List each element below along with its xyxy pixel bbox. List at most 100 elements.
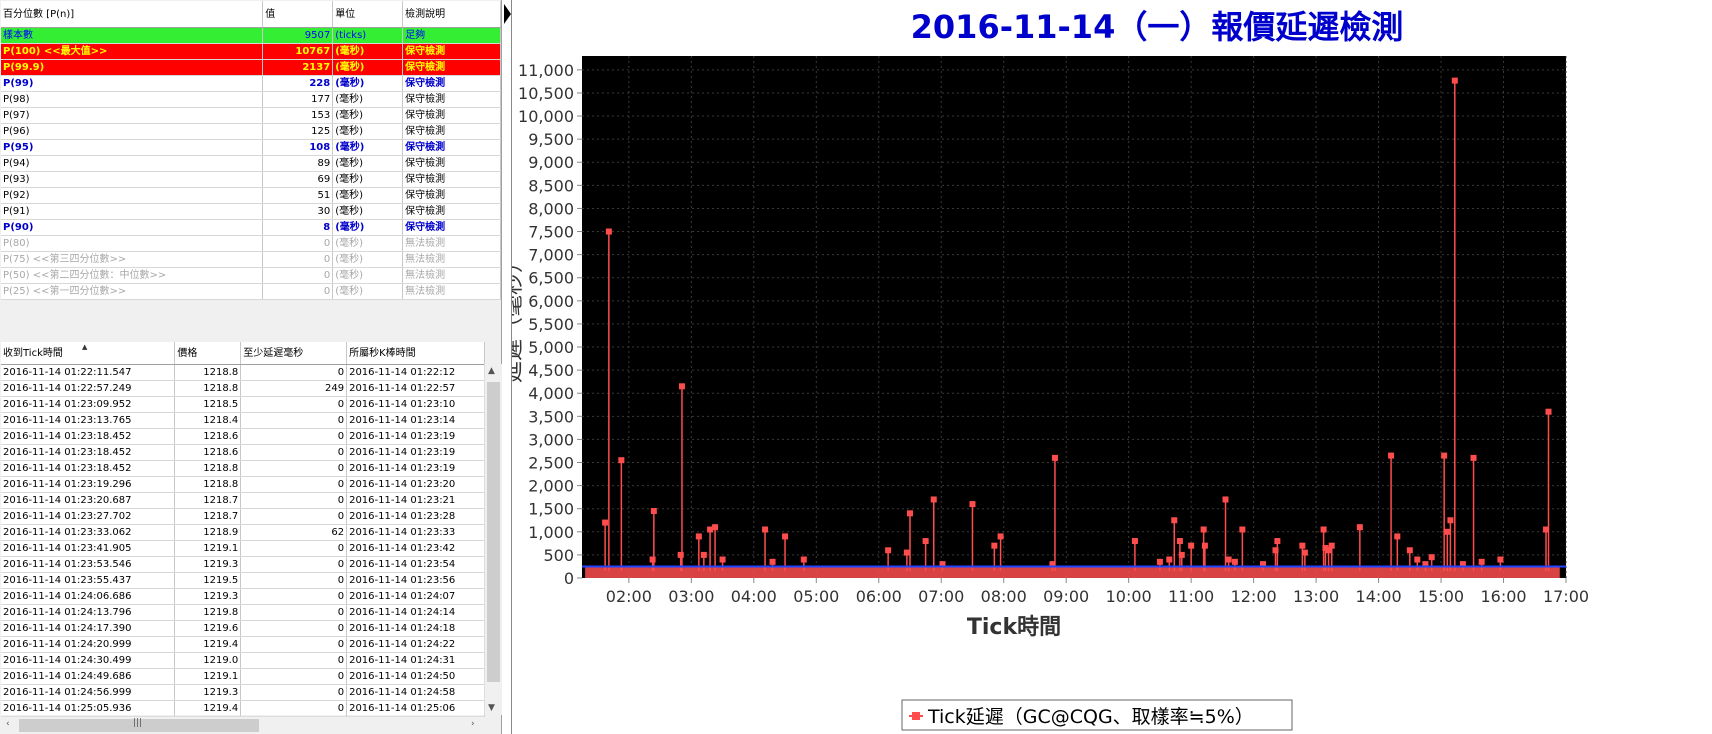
price-cell: 1218.4 — [174, 412, 242, 429]
data-point — [1322, 544, 1329, 551]
delay-cell: 0 — [240, 700, 348, 717]
table-row[interactable]: 2016-11-14 01:23:09.952 1218.5 0 2016-11-14… — [1, 396, 485, 413]
vertical-scrollbar[interactable]: ▲ ▼ — [484, 364, 502, 715]
delay-cell: 0 — [240, 636, 348, 653]
note-header[interactable]: 檢測說明 — [402, 1, 501, 28]
percentile-label: P(90) — [1, 219, 264, 236]
data-point — [1320, 526, 1327, 533]
percentile-note: 保守檢測 — [402, 171, 501, 188]
price-header[interactable]: 價格 — [174, 342, 242, 365]
scroll-left-icon[interactable]: ‹ — [6, 719, 10, 729]
tick-time-header[interactable]: 收到Tick時間 — [1, 342, 176, 365]
table-row[interactable]: 2016-11-14 01:23:20.687 1218.7 0 2016-11-14… — [1, 492, 485, 509]
percentile-note: 無法檢測 — [402, 251, 501, 268]
y-tick-label: 3,500 — [528, 407, 574, 426]
delay-cell: 0 — [240, 460, 348, 477]
table-row[interactable]: 2016-11-14 01:23:18.452 1218.8 0 2016-11-14… — [1, 460, 485, 477]
delay-cell: 0 — [240, 444, 348, 461]
price-cell: 1218.7 — [174, 492, 242, 509]
y-axis: 0 500 1,000 1,500 2,000 2,500 3,000 3,500 4,000 4… — [518, 61, 582, 588]
table-row[interactable]: 2016-11-14 01:24:56.999 1219.3 0 2016-11-14… — [1, 684, 485, 701]
percentile-table: 百分位數 [P(n)] 值 單位 檢測說明 樣本數 9507 (ticks) 足夠 P(… — [1, 1, 501, 300]
percentile-row[interactable]: 樣本數 9507 (ticks) 足夠 — [1, 27, 501, 44]
percentile-row[interactable]: P(98) 177 (毫秒) 保守檢測 — [1, 91, 501, 108]
percentile-row[interactable]: P(92) 51 (毫秒) 保守檢測 — [1, 187, 501, 204]
table-row[interactable]: 2016-11-14 01:24:20.999 1219.4 0 2016-11-14… — [1, 636, 485, 653]
bar-time-cell: 2016-11-14 01:24:58 — [346, 684, 485, 701]
percentile-row[interactable]: P(95) 108 (毫秒) 保守檢測 — [1, 139, 501, 156]
table-row[interactable]: 2016-11-14 01:24:17.390 1219.6 0 2016-11-14… — [1, 620, 485, 637]
table-row[interactable]: 2016-11-14 01:25:05.936 1219.4 0 2016-11-14… — [1, 700, 485, 717]
tick-body: 2016-11-14 01:22:11.547 1218.8 0 2016-11-14… — [1, 364, 485, 717]
table-row[interactable]: 2016-11-14 01:23:27.702 1218.7 0 2016-11-14… — [1, 508, 485, 525]
x-tick-label: 05:00 — [793, 587, 839, 606]
scroll-right-icon[interactable]: › — [471, 719, 475, 729]
y-axis-label: 延遲（毫秒） — [512, 251, 526, 383]
percentile-row[interactable]: P(50) <<第二四分位數：中位數>> 0 (毫秒) 無法檢測 — [1, 267, 501, 284]
scroll-up-icon[interactable]: ▲ — [488, 366, 495, 376]
percentile-row[interactable]: P(96) 125 (毫秒) 保守檢測 — [1, 123, 501, 140]
table-row[interactable]: 2016-11-14 01:23:55.437 1219.5 0 2016-11-14… — [1, 572, 485, 589]
y-tick-label: 500 — [543, 546, 574, 565]
tick-time-cell: 2016-11-14 01:24:17.390 — [1, 620, 176, 637]
table-row[interactable]: 2016-11-14 01:24:06.686 1219.3 0 2016-11-14… — [1, 588, 485, 605]
percentile-value: 10767 — [262, 43, 334, 60]
percentile-row[interactable]: P(25) <<第一四分位數>> 0 (毫秒) 無法檢測 — [1, 283, 501, 300]
data-point — [1131, 538, 1138, 545]
table-row[interactable]: 2016-11-14 01:22:57.249 1218.8 249 2016-11-… — [1, 380, 485, 397]
percentile-row[interactable]: P(99.9) 2137 (毫秒) 保守檢測 — [1, 59, 501, 76]
percentile-note: 保守檢測 — [402, 155, 501, 172]
percentile-header[interactable]: 百分位數 [P(n)] — [1, 1, 264, 28]
table-row[interactable]: 2016-11-14 01:23:13.765 1218.4 0 2016-11-14… — [1, 412, 485, 429]
unit-header[interactable]: 單位 — [332, 1, 404, 28]
percentile-note: 保守檢測 — [402, 75, 501, 92]
data-point — [707, 526, 714, 533]
tick-time-cell: 2016-11-14 01:23:09.952 — [1, 396, 176, 413]
percentile-value: 2137 — [262, 59, 334, 76]
table-row[interactable]: 2016-11-14 01:23:41.905 1219.1 0 2016-11-14… — [1, 540, 485, 557]
horizontal-scrollbar[interactable]: ‹ ||| › — [1, 716, 484, 734]
percentile-row[interactable]: P(99) 228 (毫秒) 保守檢測 — [1, 75, 501, 92]
data-point — [782, 533, 789, 540]
table-row[interactable]: 2016-11-14 01:24:13.796 1219.8 0 2016-11-14… — [1, 604, 485, 621]
data-point — [1259, 561, 1266, 568]
table-row[interactable]: 2016-11-14 01:23:18.452 1218.6 0 2016-11-14… — [1, 444, 485, 461]
delay-cell: 62 — [240, 524, 348, 541]
delay-cell: 0 — [240, 588, 348, 605]
percentile-label: P(75) <<第三四分位數>> — [1, 251, 264, 268]
table-row[interactable]: 2016-11-14 01:23:19.296 1218.8 0 2016-11-14… — [1, 476, 485, 493]
percentile-note: 無法檢測 — [402, 283, 501, 300]
price-cell: 1219.8 — [174, 604, 242, 621]
percentile-row[interactable]: P(97) 153 (毫秒) 保守檢測 — [1, 107, 501, 124]
percentile-row[interactable]: P(80) 0 (毫秒) 無法檢測 — [1, 235, 501, 252]
table-row[interactable]: 2016-11-14 01:23:33.062 1218.9 62 2016-11-1… — [1, 524, 485, 541]
bar-time-cell: 2016-11-14 01:23:10 — [346, 396, 485, 413]
panel-splitter[interactable] — [502, 0, 512, 734]
percentile-row[interactable]: P(91) 30 (毫秒) 保守檢測 — [1, 203, 501, 220]
data-point — [1543, 526, 1550, 533]
vertical-scroll-thumb[interactable] — [487, 382, 500, 682]
table-row[interactable]: 2016-11-14 01:24:49.686 1219.1 0 2016-11-14… — [1, 668, 485, 685]
percentile-row[interactable]: P(93) 69 (毫秒) 保守檢測 — [1, 171, 501, 188]
percentile-unit: (毫秒) — [332, 155, 404, 172]
percentile-value: 0 — [262, 283, 334, 300]
collapse-arrow-icon[interactable] — [504, 4, 511, 24]
percentile-note: 保守檢測 — [402, 43, 501, 60]
bar-time-header[interactable]: 所屬秒K棒時間 — [346, 342, 485, 365]
percentile-row[interactable]: P(90) 8 (毫秒) 保守檢測 — [1, 219, 501, 236]
percentile-row[interactable]: P(75) <<第三四分位數>> 0 (毫秒) 無法檢測 — [1, 251, 501, 268]
legend-marker-icon — [912, 712, 920, 720]
delay-header[interactable]: 至少延遲毫秒 — [240, 342, 348, 365]
value-header[interactable]: 值 — [262, 1, 334, 28]
scroll-down-icon[interactable]: ▼ — [488, 703, 495, 713]
percentile-row[interactable]: P(100) <<最大值>> 10767 (毫秒) 保守檢測 — [1, 43, 501, 60]
percentile-row[interactable]: P(94) 89 (毫秒) 保守檢測 — [1, 155, 501, 172]
data-point — [969, 501, 976, 508]
table-row[interactable]: 2016-11-14 01:23:53.546 1219.3 0 2016-11-14… — [1, 556, 485, 573]
horizontal-scroll-thumb[interactable] — [19, 719, 259, 732]
tick-time-cell: 2016-11-14 01:23:33.062 — [1, 524, 176, 541]
scroll-grip-icon: ||| — [133, 718, 143, 728]
table-row[interactable]: 2016-11-14 01:24:30.499 1219.0 0 2016-11-14… — [1, 652, 485, 669]
table-row[interactable]: 2016-11-14 01:22:11.547 1218.8 0 2016-11-14… — [1, 364, 485, 381]
table-row[interactable]: 2016-11-14 01:23:18.452 1218.6 0 2016-11-14… — [1, 428, 485, 445]
